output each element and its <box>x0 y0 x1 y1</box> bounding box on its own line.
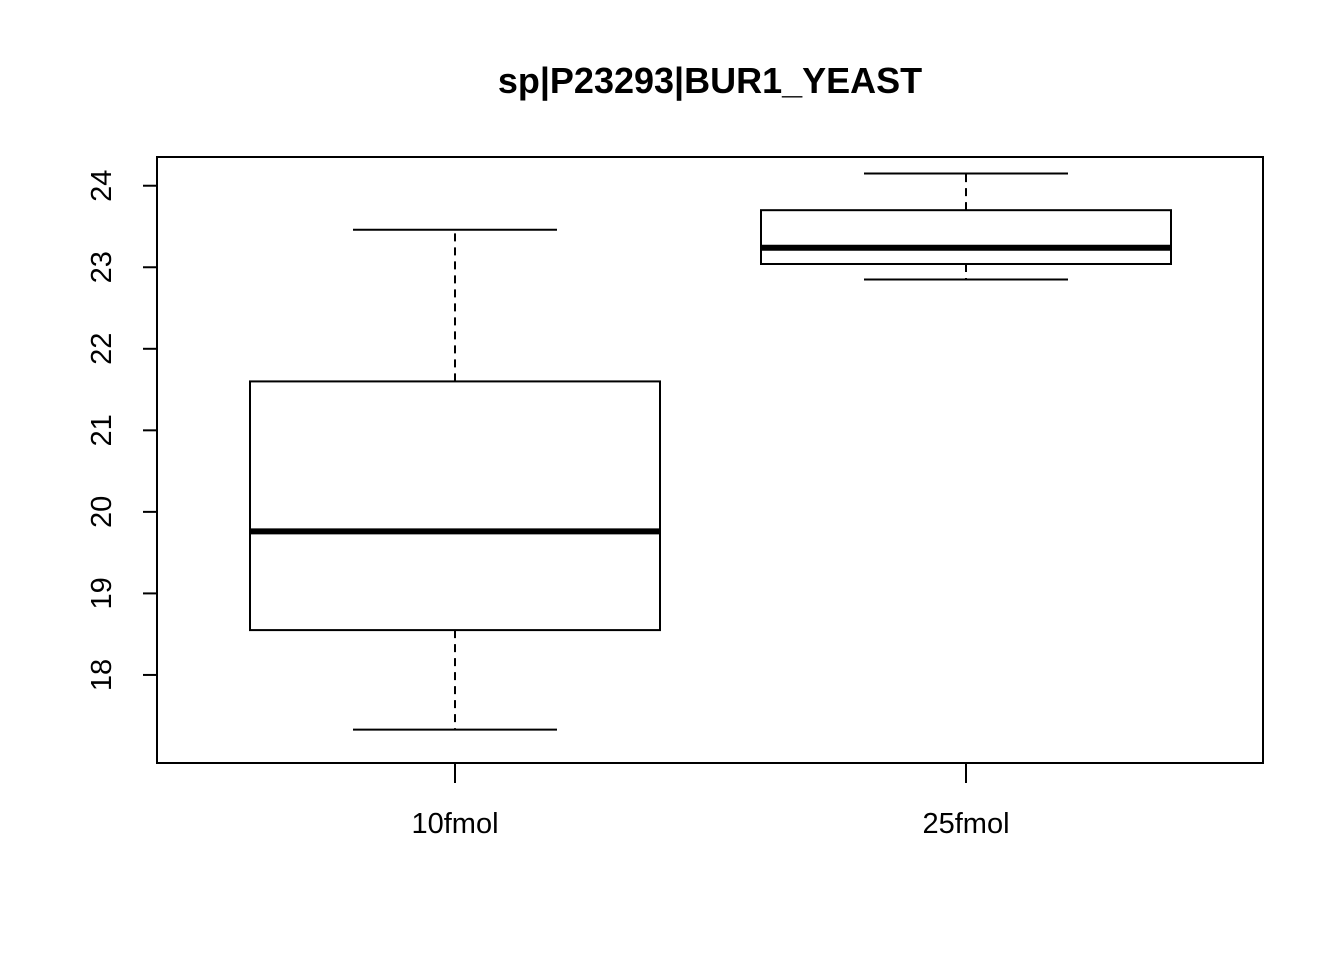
y-tick-label: 23 <box>86 251 118 283</box>
y-tick-label: 20 <box>86 496 118 528</box>
y-tick-label: 18 <box>86 659 118 691</box>
x-axis: 10fmol 25fmol <box>411 763 1010 840</box>
y-tick-label: 22 <box>86 333 118 365</box>
y-tick-label: 21 <box>86 414 118 446</box>
chart-title: sp|P23293|BUR1_YEAST <box>498 60 922 102</box>
y-axis: 18 19 20 21 22 23 24 <box>86 170 158 691</box>
y-tick-label: 24 <box>86 170 118 202</box>
box-10fmol <box>249 228 661 731</box>
box-25fmol <box>760 172 1172 281</box>
boxes-layer <box>249 172 1172 731</box>
y-tick-label: 19 <box>86 577 118 609</box>
iqr-box <box>249 380 661 632</box>
x-tick-label: 10fmol <box>411 808 498 840</box>
iqr-box <box>760 209 1172 265</box>
x-tick-label: 25fmol <box>922 808 1009 840</box>
